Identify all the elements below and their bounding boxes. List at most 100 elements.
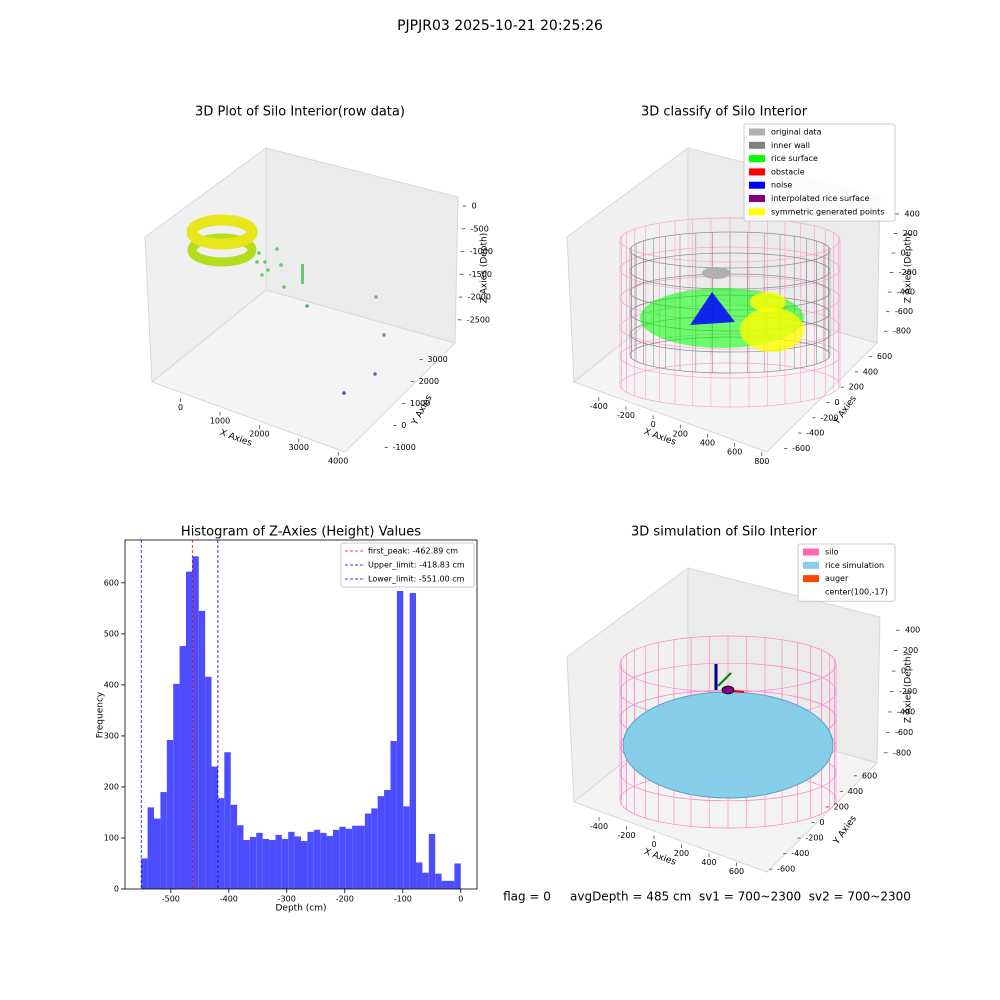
legend-swatch — [749, 181, 765, 189]
legend-label: first_peak: -462.89 cm — [368, 547, 458, 556]
z-tick-label: -500 — [471, 224, 489, 233]
subplot-title: Histogram of Z-Axies (Height) Values — [181, 525, 421, 540]
original-cloud — [702, 267, 730, 279]
histogram-bar — [173, 683, 180, 889]
x-tick-label: 400 — [700, 438, 715, 447]
ring-cloud — [186, 214, 258, 250]
y-tick-label: 3000 — [427, 355, 447, 364]
histogram-bar — [198, 610, 206, 889]
pane — [150, 289, 456, 453]
y-tick-label: 0 — [114, 885, 119, 894]
y-tick-label: 500 — [104, 629, 119, 638]
z-tick-label: 400 — [905, 209, 920, 218]
z-tick-label: 200 — [903, 646, 918, 655]
x-tick-label: -200 — [336, 895, 354, 904]
x-tick-label: 2000 — [249, 430, 269, 439]
y-tick-label: 0 — [401, 421, 406, 430]
histogram-bar — [147, 807, 155, 889]
histogram-bar — [288, 831, 295, 889]
z-tick-label: -1000 — [470, 247, 493, 256]
histogram-bar — [396, 591, 404, 889]
histogram-bar — [243, 840, 250, 889]
histogram-bar — [428, 833, 436, 889]
y-tick-label: 0 — [820, 818, 825, 827]
histogram-bar — [281, 838, 289, 889]
histogram-bar — [345, 828, 353, 889]
legend-swatch — [749, 208, 765, 216]
y-axis-label: Frequency — [96, 691, 106, 738]
histogram-bar — [185, 571, 193, 889]
legend-swatch — [749, 155, 765, 163]
z-tick-label: 0 — [901, 249, 906, 258]
x-tick-label: 200 — [674, 849, 689, 858]
y-tick-label: 100 — [104, 833, 119, 842]
legend-label: rice surface — [771, 154, 818, 163]
histogram-bar — [409, 593, 417, 889]
symmetric-cloud — [740, 308, 804, 352]
histogram-bar — [435, 873, 442, 889]
histogram-bar — [364, 813, 372, 889]
legend-label: Upper_limit: -418.83 cm — [368, 561, 465, 570]
legend-swatch — [803, 548, 819, 556]
z-axis-label: Z Axies (Depth) — [480, 233, 490, 304]
legend-swatch — [803, 575, 819, 583]
histogram-bar — [262, 838, 270, 889]
histogram-bar — [301, 841, 308, 889]
x-tick-label: 0 — [178, 403, 183, 412]
legend-label: inner wall — [771, 141, 810, 150]
x-tick-label: 4000 — [328, 456, 348, 465]
symmetric-cloud — [750, 292, 786, 312]
histogram-bar — [403, 806, 410, 889]
x-tick-label: 0 — [458, 895, 463, 904]
auger-center — [721, 685, 735, 695]
legend-label: obstacle — [771, 167, 805, 176]
histogram-bar — [237, 825, 244, 889]
subplot-title: 3D classify of Silo Interior — [641, 105, 808, 120]
x-tick-label: -400 — [590, 402, 608, 411]
y-tick-label: 400 — [104, 680, 119, 689]
histogram-bar — [332, 829, 340, 889]
x-tick-label: -500 — [162, 895, 180, 904]
x-tick-label: 600 — [729, 867, 744, 876]
histogram-bar — [154, 818, 161, 889]
z-tick-label: -600 — [895, 307, 913, 316]
z-tick-label: -400 — [897, 707, 915, 716]
histogram-bar — [269, 840, 276, 889]
z-tick-label: 200 — [903, 229, 918, 238]
plot-frame — [124, 539, 478, 890]
figure-title: PJPJR03 2025-10-21 20:25:26 — [397, 18, 603, 34]
legend-label: center(100,-17) — [825, 587, 888, 596]
point-clouds — [186, 214, 841, 829]
x-tick-label: -100 — [394, 895, 412, 904]
x-tick-label: -200 — [617, 411, 635, 420]
histogram-bar — [358, 825, 365, 889]
y-tick-label: 600 — [104, 578, 119, 587]
y-tick-label: -600 — [792, 444, 810, 453]
legend-label: silo — [825, 548, 839, 557]
histogram-bar — [320, 832, 327, 889]
subplot-title: 3D Plot of Silo Interior(row data) — [195, 105, 405, 120]
x-tick-label: 1000 — [210, 416, 230, 425]
legend-label: symmetric generated points — [771, 207, 884, 216]
legend-box — [743, 123, 896, 222]
legend-swatch — [749, 128, 765, 136]
histogram-bar — [166, 740, 174, 889]
z-tick-label: -400 — [897, 288, 915, 297]
histogram-bar — [294, 836, 301, 889]
scatter-points — [255, 247, 386, 395]
z-axis-label: Z Axies (Depth) — [904, 233, 914, 304]
y-tick-label: 0 — [835, 398, 840, 407]
x-tick-label: 3000 — [289, 443, 309, 452]
z-tick-label: -600 — [895, 728, 913, 737]
histogram-bar — [384, 790, 391, 889]
histogram-bar — [447, 880, 455, 889]
histogram-bar — [416, 862, 423, 889]
histogram-bar — [390, 741, 397, 889]
x-tick-label: -400 — [590, 822, 608, 831]
y-tick-label: 1000 — [410, 399, 430, 408]
z-tick-label: -2500 — [467, 315, 490, 324]
histogram-bar — [256, 832, 263, 889]
y-tick-label: 2000 — [419, 377, 439, 386]
histogram-bar — [230, 804, 238, 889]
histogram-bar — [205, 676, 212, 889]
